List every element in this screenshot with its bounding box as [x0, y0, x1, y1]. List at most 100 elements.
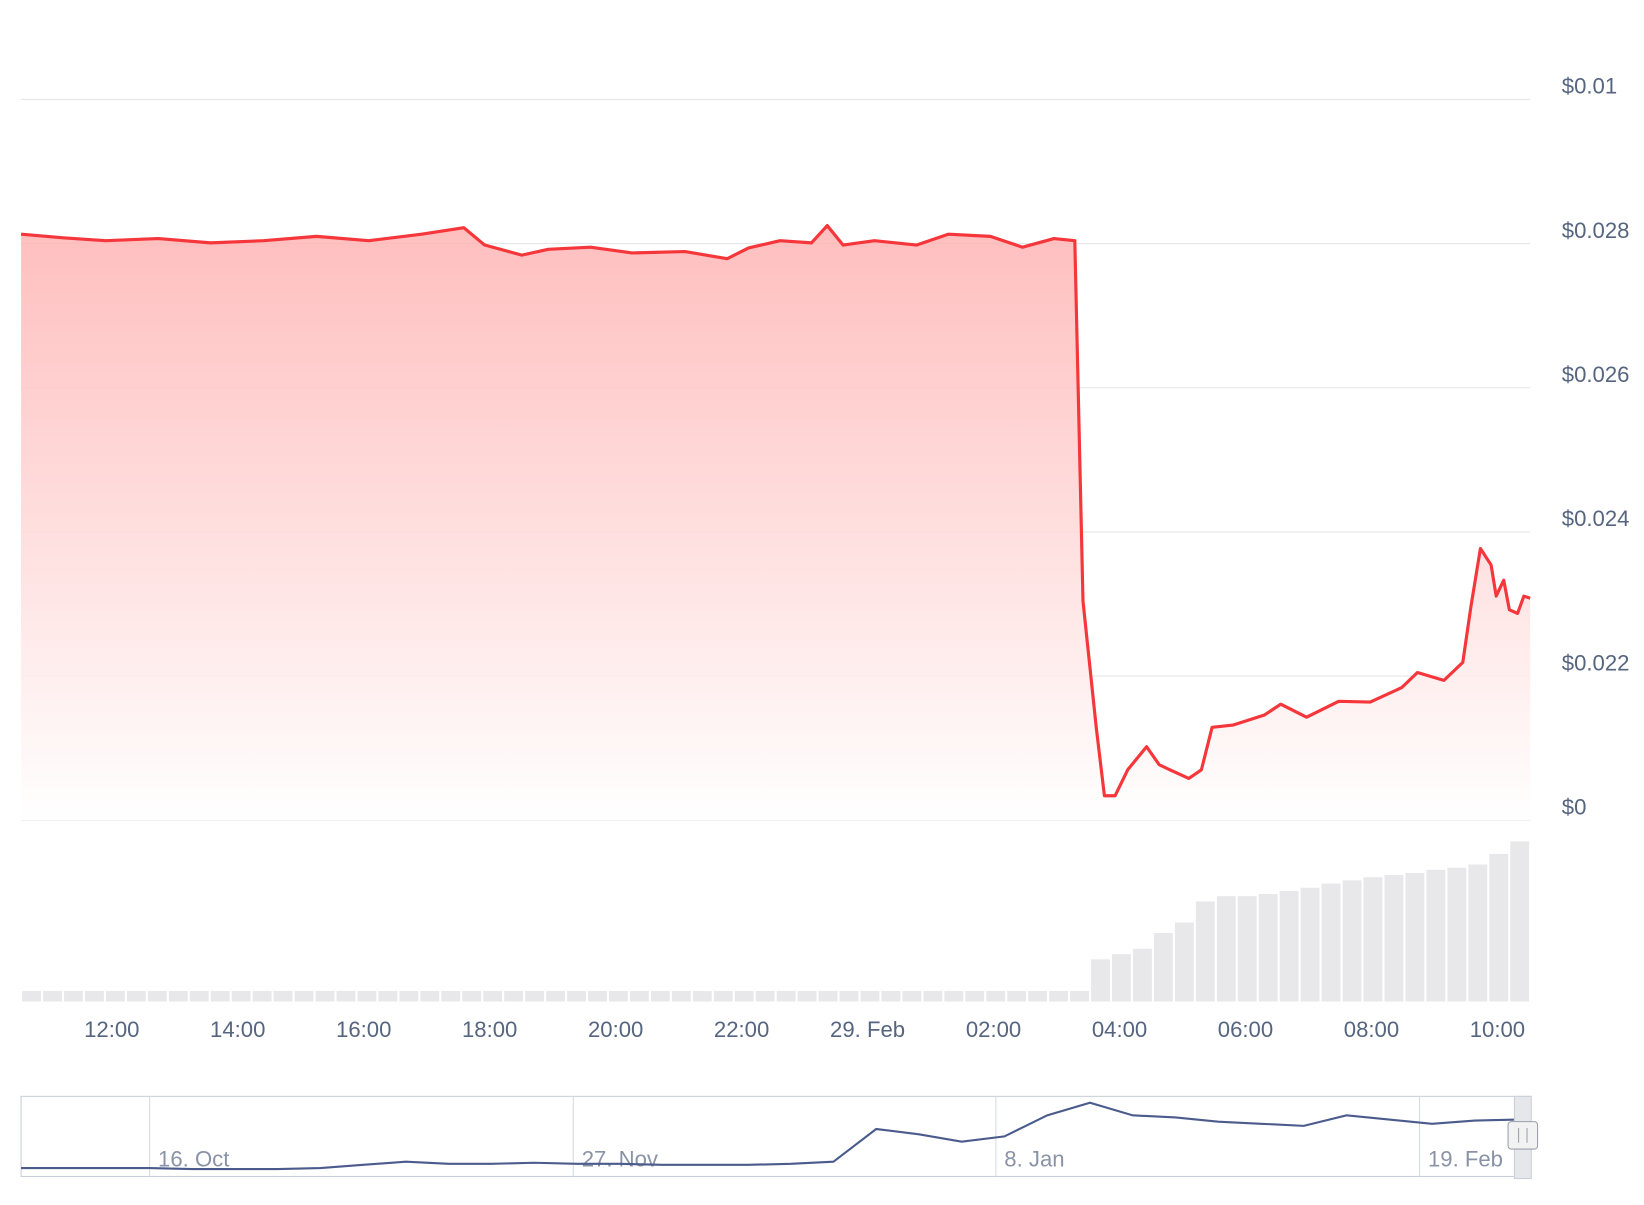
volume-bar: [1279, 890, 1299, 1002]
plot: $0 $0.022 $0.024 $0.026 $0.028 $0.01 12:00 14:0…: [20, 74, 1630, 1042]
volume-bar: [22, 990, 41, 1002]
volume-bar: [986, 990, 1006, 1002]
volume-bar: [1070, 990, 1089, 1002]
volume-bar: [629, 990, 649, 1002]
x-tick-label: 08:00: [1344, 1017, 1399, 1042]
navigator-label: 19. Feb: [1428, 1146, 1503, 1171]
volume-bar: [126, 990, 146, 1002]
volume-bar: [1028, 990, 1048, 1002]
volume-bar: [588, 990, 607, 1002]
y-tick-label: $0: [1562, 795, 1587, 820]
volume-bar: [1153, 933, 1173, 1002]
volume-bar: [189, 990, 209, 1002]
x-tick-label: 29. Feb: [830, 1017, 905, 1042]
volume-bar: [860, 990, 880, 1002]
volume-bar: [944, 990, 964, 1002]
volume-bar: [378, 990, 398, 1002]
x-tick-label: 20:00: [588, 1017, 643, 1042]
y-tick-label: $0.028: [1562, 218, 1630, 243]
volume-bar: [1091, 959, 1110, 1002]
y-tick-label: $0.026: [1562, 362, 1630, 387]
navigator-label: 8. Jan: [1004, 1146, 1064, 1171]
x-tick-label: 14:00: [210, 1017, 265, 1042]
navigator-label: 16. Oct: [158, 1146, 229, 1171]
volume-bar: [692, 990, 712, 1002]
navigator-handle[interactable]: [1507, 1095, 1539, 1180]
volume-bar: [1007, 990, 1027, 1002]
volume-bar: [671, 990, 691, 1002]
volume-bar: [1174, 922, 1194, 1002]
price-area: [21, 225, 1531, 821]
volume-bar: [43, 990, 62, 1002]
volume-bar: [923, 990, 943, 1002]
volume-bar: [525, 990, 545, 1002]
volume-bar: [1342, 880, 1362, 1002]
volume-bar: [1363, 877, 1383, 1002]
volume-bar: [85, 990, 104, 1002]
volume-bar: [147, 990, 167, 1002]
volume-bar: [797, 990, 817, 1002]
volume-bar: [441, 990, 461, 1002]
volume-bar: [105, 990, 125, 1002]
volume-bar: [609, 990, 628, 1002]
x-tick-label: 22:00: [714, 1017, 769, 1042]
y-tick-label: $0.022: [1562, 650, 1630, 675]
volume-bar: [1258, 894, 1278, 1002]
volume-bar: [1049, 990, 1069, 1002]
volume-bar: [776, 990, 796, 1002]
price-line: [20, 223, 1531, 798]
x-tick-label: 18:00: [462, 1017, 517, 1042]
volume-bar: [734, 990, 754, 1002]
volume-bar: [64, 990, 83, 1002]
volume-bar: [965, 990, 985, 1002]
x-tick-label: 10:00: [1470, 1017, 1525, 1042]
volume-bar: [902, 990, 922, 1002]
volume-bar: [818, 990, 838, 1002]
x-tick-label: 02:00: [966, 1017, 1021, 1042]
volume-bar: [546, 990, 565, 1002]
x-tick-label: 12:00: [84, 1017, 139, 1042]
volume-bar: [315, 990, 335, 1002]
navigator-label: 27. Nov: [582, 1146, 658, 1171]
x-tick-label: 16:00: [336, 1017, 391, 1042]
volume-bar: [1468, 864, 1488, 1002]
volume-bar: [357, 990, 377, 1002]
volume-bar: [650, 990, 670, 1002]
volume-bar: [1112, 954, 1131, 1002]
volume-bar: [294, 990, 314, 1002]
volume-bar: [399, 990, 419, 1002]
volume-bar: [839, 990, 859, 1002]
volume-bar: [1510, 841, 1530, 1002]
y-tick-label: $0.024: [1562, 506, 1630, 531]
volume-bar: [273, 990, 293, 1002]
volume-bar: [210, 990, 230, 1002]
volume-bar: [483, 990, 503, 1002]
volume-bar: [1489, 853, 1509, 1002]
navigator-line: [21, 1101, 1518, 1171]
volume-bar: [1447, 867, 1467, 1002]
x-tick-label: 06:00: [1218, 1017, 1273, 1042]
volume-bar: [462, 990, 482, 1002]
volume-bar: [231, 990, 251, 1002]
volume-bar: [336, 990, 356, 1002]
volume-bar: [1216, 896, 1236, 1002]
volume-bar: [1133, 948, 1152, 1002]
volume-bar: [1195, 901, 1215, 1002]
x-tick-label: 04:00: [1092, 1017, 1147, 1042]
y-tick-label: $0.01: [1562, 74, 1617, 99]
volume-bar: [1237, 896, 1257, 1002]
volume-bar: [1300, 887, 1320, 1002]
volume-bar: [1405, 872, 1425, 1002]
volume-bar: [504, 990, 524, 1002]
volume-bar: [1426, 869, 1446, 1002]
volume-bar: [1384, 875, 1404, 1002]
volume-bar: [252, 990, 272, 1002]
volume-bar: [567, 990, 586, 1002]
volume-bar: [713, 990, 733, 1002]
volume-bar: [881, 990, 901, 1002]
volume-bar: [168, 990, 188, 1002]
navigator[interactable]: 16. Oct 27. Nov 8. Jan 19. Feb: [21, 1096, 1518, 1177]
volume-bar: [1321, 883, 1341, 1002]
volume-bar: [420, 990, 440, 1002]
